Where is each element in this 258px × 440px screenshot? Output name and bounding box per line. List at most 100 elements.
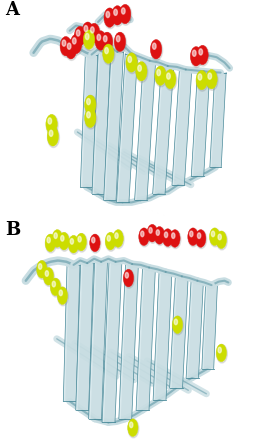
Circle shape: [218, 234, 221, 240]
Polygon shape: [136, 268, 144, 410]
Circle shape: [84, 30, 95, 51]
Circle shape: [82, 22, 93, 41]
Polygon shape: [117, 54, 127, 202]
Circle shape: [115, 233, 118, 238]
Circle shape: [173, 316, 183, 335]
Circle shape: [90, 234, 100, 252]
Circle shape: [61, 235, 64, 241]
Circle shape: [112, 6, 123, 25]
Circle shape: [136, 62, 148, 82]
Circle shape: [105, 232, 116, 250]
Circle shape: [45, 235, 56, 253]
Circle shape: [95, 31, 107, 51]
Circle shape: [190, 47, 202, 66]
Circle shape: [58, 287, 68, 306]
Polygon shape: [191, 71, 199, 176]
Circle shape: [87, 112, 90, 118]
Circle shape: [69, 236, 79, 254]
Polygon shape: [76, 263, 94, 410]
Circle shape: [216, 345, 227, 363]
Circle shape: [46, 114, 57, 134]
Circle shape: [216, 231, 227, 250]
Circle shape: [68, 235, 79, 253]
Circle shape: [76, 233, 86, 251]
Circle shape: [151, 40, 163, 60]
Circle shape: [164, 232, 168, 238]
Polygon shape: [136, 268, 155, 410]
Circle shape: [49, 130, 53, 136]
Polygon shape: [172, 70, 181, 185]
Circle shape: [165, 70, 177, 90]
Circle shape: [91, 27, 94, 33]
Circle shape: [113, 230, 124, 249]
Circle shape: [47, 127, 59, 146]
Circle shape: [188, 228, 199, 247]
Polygon shape: [153, 272, 172, 400]
Circle shape: [88, 23, 100, 43]
Circle shape: [114, 32, 126, 51]
Circle shape: [218, 347, 221, 353]
Circle shape: [174, 319, 178, 325]
Circle shape: [48, 118, 52, 124]
Circle shape: [167, 73, 170, 79]
Circle shape: [170, 230, 180, 247]
Circle shape: [104, 8, 116, 29]
Circle shape: [130, 422, 133, 428]
Circle shape: [43, 268, 54, 285]
Polygon shape: [102, 262, 111, 422]
Circle shape: [155, 66, 167, 87]
Circle shape: [45, 234, 55, 252]
Circle shape: [139, 228, 149, 246]
Circle shape: [74, 26, 86, 46]
Circle shape: [62, 40, 66, 46]
Circle shape: [76, 30, 80, 36]
Circle shape: [196, 230, 206, 247]
Text: B: B: [5, 221, 20, 239]
Polygon shape: [92, 53, 100, 194]
Circle shape: [211, 231, 215, 237]
Circle shape: [156, 230, 159, 235]
Polygon shape: [76, 263, 83, 410]
Polygon shape: [135, 61, 145, 200]
Circle shape: [44, 268, 54, 286]
Circle shape: [37, 260, 47, 278]
Circle shape: [163, 229, 173, 246]
Circle shape: [85, 95, 97, 116]
Circle shape: [106, 233, 116, 251]
Polygon shape: [202, 285, 217, 369]
Circle shape: [216, 231, 227, 249]
Circle shape: [196, 230, 207, 249]
Polygon shape: [92, 53, 111, 194]
Polygon shape: [104, 52, 123, 200]
Circle shape: [120, 5, 132, 25]
Circle shape: [125, 272, 128, 278]
Circle shape: [152, 43, 156, 49]
Circle shape: [163, 229, 174, 248]
Polygon shape: [170, 276, 188, 388]
Circle shape: [199, 49, 203, 55]
Circle shape: [196, 71, 208, 91]
Circle shape: [66, 40, 77, 60]
Circle shape: [60, 37, 71, 56]
Circle shape: [172, 233, 175, 238]
Polygon shape: [80, 55, 98, 187]
Circle shape: [124, 270, 134, 288]
Circle shape: [103, 44, 115, 65]
Circle shape: [52, 281, 55, 287]
Circle shape: [51, 279, 61, 297]
Circle shape: [115, 33, 126, 53]
Circle shape: [37, 261, 48, 279]
Circle shape: [157, 70, 160, 76]
Circle shape: [206, 70, 217, 89]
Circle shape: [106, 11, 110, 18]
Circle shape: [119, 4, 131, 24]
Circle shape: [70, 238, 74, 244]
Circle shape: [198, 74, 202, 80]
Polygon shape: [172, 70, 192, 185]
Circle shape: [123, 269, 134, 287]
Circle shape: [103, 44, 114, 63]
Text: A: A: [5, 1, 19, 19]
Circle shape: [50, 278, 61, 296]
Polygon shape: [153, 272, 161, 400]
Circle shape: [71, 35, 83, 55]
